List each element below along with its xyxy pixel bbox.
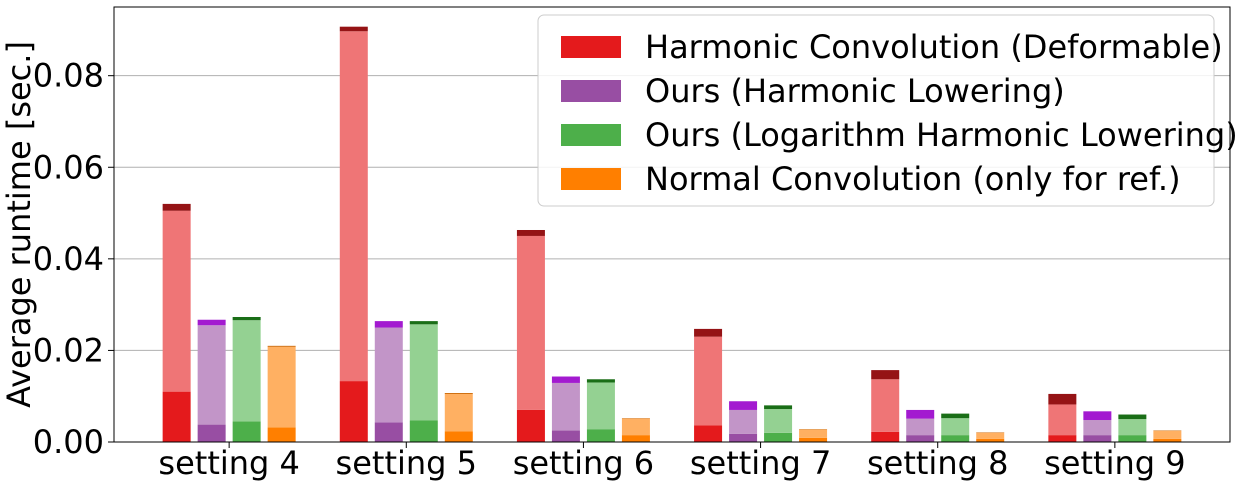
bar-segment	[764, 409, 793, 433]
legend-label: Normal Convolution (only for ref.)	[645, 160, 1181, 198]
bar-segment	[197, 325, 226, 425]
bars	[162, 26, 1182, 442]
bar-segment	[976, 438, 1005, 442]
y-tick-label: 0.04	[33, 240, 104, 278]
bar-segment	[267, 346, 296, 428]
bar-segment	[871, 379, 900, 432]
bar-segment	[799, 429, 828, 438]
bar-segment	[1048, 404, 1077, 436]
bar-segment	[729, 409, 758, 434]
bar-segment	[729, 433, 758, 442]
bar-segment	[729, 401, 758, 410]
bar-segment	[1083, 435, 1112, 442]
bar-segment	[799, 437, 828, 442]
y-tick-label: 0.02	[33, 331, 104, 369]
bar-segment	[339, 381, 368, 442]
bar-segment	[374, 422, 403, 442]
bar-segment	[232, 320, 261, 422]
bar-segment	[1083, 411, 1112, 421]
x-tick-label: setting 6	[513, 444, 654, 482]
y-axis: 0.00 0.02 0.04 0.06 0.08	[33, 57, 114, 461]
bar-segment	[941, 413, 970, 419]
plot-frame	[113, 6, 1231, 443]
bar-segment	[941, 435, 970, 442]
bar-segment	[1048, 393, 1077, 405]
bar-segment	[906, 409, 935, 419]
bar-segment	[409, 321, 438, 325]
bar-segment	[374, 327, 403, 423]
bar-segment	[444, 393, 473, 432]
bar-segment	[906, 418, 935, 436]
bar-segment	[1118, 419, 1147, 436]
bar-segment	[871, 431, 900, 442]
x-tick-label: setting 7	[690, 444, 831, 482]
bar-segment	[586, 429, 615, 442]
bar-segment	[586, 379, 615, 383]
bar-segment	[694, 425, 723, 442]
legend-label: Ours (Harmonic Lowering)	[645, 72, 1065, 110]
legend-swatch	[561, 124, 621, 146]
bar-segment	[444, 393, 473, 394]
bar-segment	[1118, 414, 1147, 420]
y-tick-label: 0.08	[33, 57, 104, 95]
bar-segment	[162, 391, 191, 442]
y-axis-label: Average runtime [sec.]	[0, 41, 38, 408]
bar-segment	[1153, 438, 1182, 442]
x-tick-label: setting 8	[867, 444, 1008, 482]
legend-swatch	[561, 36, 621, 58]
bar-segment	[374, 321, 403, 328]
x-tick-label: setting 9	[1044, 444, 1185, 482]
bar-segment	[694, 328, 723, 337]
bar-segment	[162, 210, 191, 392]
bar-segment	[232, 421, 261, 442]
bar-segment	[339, 26, 368, 32]
bar-segment	[1118, 435, 1147, 442]
bar-segment	[621, 418, 650, 436]
bar-segment	[621, 435, 650, 442]
legend: Harmonic Convolution (Deformable) Ours (H…	[537, 14, 1237, 207]
bar-segment	[694, 336, 723, 426]
y-tick-label: 0.00	[33, 423, 104, 461]
bar-segment	[267, 345, 296, 347]
x-tick-label: setting 4	[158, 444, 299, 482]
bar-segment	[1083, 420, 1112, 436]
bar-segment	[1048, 435, 1077, 442]
bar-segment	[586, 382, 615, 430]
bar-segment	[551, 430, 580, 442]
x-tick-label: setting 5	[336, 444, 477, 482]
bar-segment	[409, 324, 438, 421]
bar-segment	[941, 418, 970, 436]
legend-box	[537, 14, 1215, 207]
bar-segment	[764, 405, 793, 410]
bar-segment	[551, 376, 580, 383]
bar-segment	[516, 409, 545, 442]
bar-segment	[976, 432, 1005, 439]
bar-segment	[409, 420, 438, 442]
bar-segment	[764, 432, 793, 442]
legend-swatch	[561, 80, 621, 102]
bar-segment	[197, 424, 226, 442]
legend-label: Harmonic Convolution (Deformable)	[645, 28, 1223, 66]
bar-segment	[267, 427, 296, 442]
x-axis: setting 4 setting 5 setting 6 setting 7 sett…	[158, 442, 1186, 482]
bar-segment	[551, 382, 580, 431]
bar-segment	[871, 370, 900, 380]
bar-segment	[444, 431, 473, 442]
bar-segment	[1153, 431, 1182, 439]
bar-segment	[516, 235, 545, 410]
legend-swatch	[561, 168, 621, 190]
bar-segment	[516, 229, 545, 236]
bar-segment	[339, 31, 368, 382]
bar-segment	[906, 435, 935, 442]
bar-segment	[162, 203, 191, 211]
bar-segment	[197, 319, 226, 326]
legend-label: Ours (Logarithm Harmonic Lowering)	[645, 116, 1237, 154]
y-tick-label: 0.06	[33, 148, 104, 186]
bar-segment	[232, 316, 261, 321]
